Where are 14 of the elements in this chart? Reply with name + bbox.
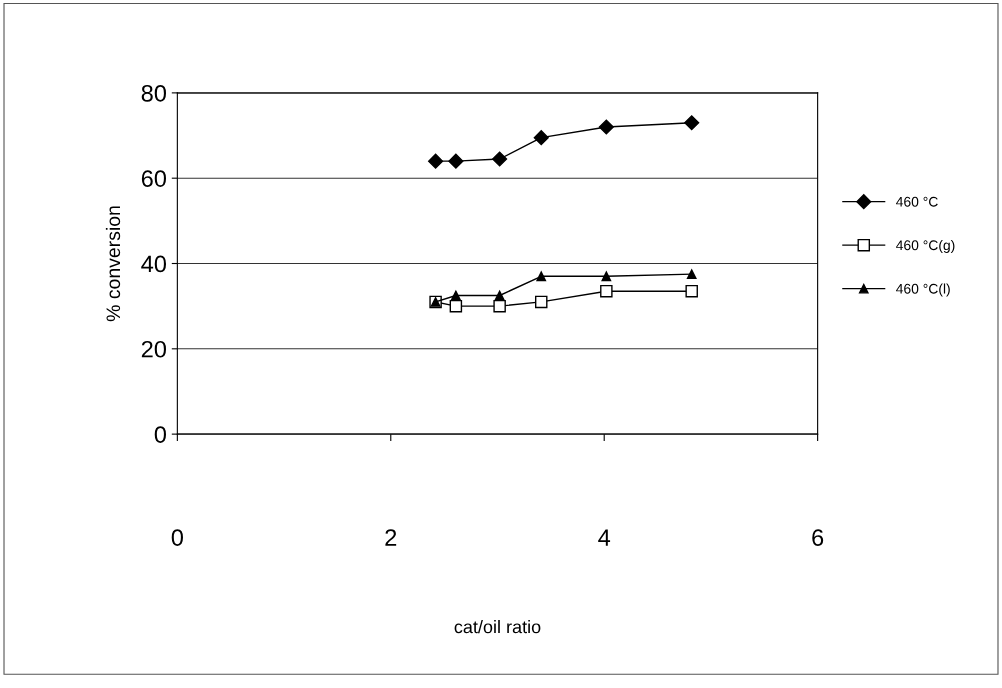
y-tick-label: 40 [141, 255, 167, 273]
y-tick-label: 60 [141, 170, 167, 187]
x-tick-label: 2 [385, 529, 397, 546]
legend-label: 460 °C [896, 196, 938, 207]
y-axis-title: % conversion [105, 206, 121, 322]
x-tick-label: 0 [171, 529, 183, 546]
y-tick-label: 0 [154, 426, 167, 443]
legend-label: 460 °C(l) [896, 283, 950, 297]
x-tick-label: 6 [812, 529, 824, 546]
legend-label: 460 °C(g) [896, 239, 955, 253]
x-tick-label: 4 [598, 529, 611, 546]
y-tick-label: 80 [141, 84, 167, 102]
y-tick-label: 20 [141, 340, 167, 358]
x-axis-title: cat/oil ratio [454, 620, 541, 634]
